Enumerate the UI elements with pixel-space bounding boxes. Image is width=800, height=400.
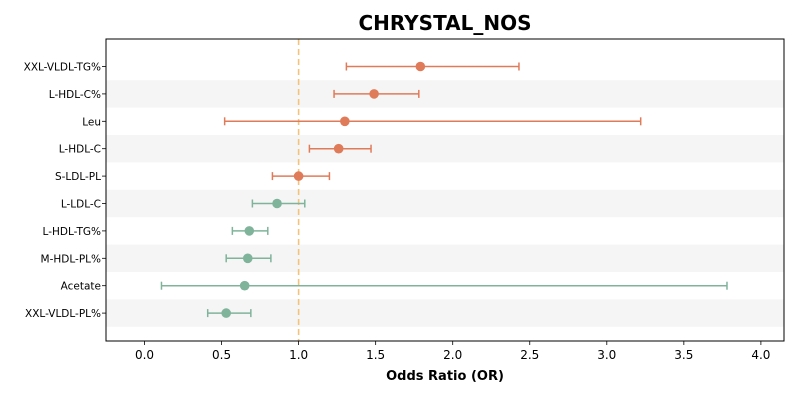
or-point <box>239 280 250 291</box>
row-l-hdl-c- <box>333 89 420 99</box>
y-tick-label: L-HDL-TG% <box>43 226 101 238</box>
y-tick-label: Leu <box>82 116 101 128</box>
x-tick-label: 3.0 <box>597 348 616 362</box>
y-tick-label: L-HDL-C% <box>49 89 101 101</box>
y-tick-label: XXL-VLDL-TG% <box>24 62 101 74</box>
row-bands <box>106 80 784 327</box>
y-tick-label: L-LDL-C <box>61 199 101 211</box>
row-xxl-vldl-pl- <box>206 308 252 318</box>
or-point <box>272 198 282 209</box>
x-tick-label: 0.0 <box>135 348 154 362</box>
y-tick-label: L-HDL-C <box>59 144 101 156</box>
row-m-hdl-pl- <box>225 253 272 264</box>
or-point <box>221 308 231 318</box>
row-acetate <box>160 280 728 291</box>
row-l-hdl-tg- <box>231 226 269 236</box>
row-s-ldl-pl <box>271 171 331 181</box>
row-band <box>106 135 784 163</box>
y-tick-label: XXL-VLDL-PL% <box>25 308 101 320</box>
x-axis-label: Odds Ratio (OR) <box>386 369 504 384</box>
y-tick-label: S-LDL-PL <box>55 171 101 183</box>
axes: XXL-VLDL-TG% L-HDL-C% Leu L-HDL-C S-LDL-PL L-… <box>24 38 785 362</box>
x-tick-label: 2.5 <box>520 348 539 362</box>
or-point <box>369 89 379 99</box>
row-xxl-vldl-tg- <box>345 61 520 72</box>
plot-frame <box>105 38 785 342</box>
row-l-ldl-c <box>251 198 306 209</box>
row-band <box>106 189 784 218</box>
row-band <box>106 244 784 272</box>
or-point <box>333 143 344 154</box>
data-marks <box>160 61 728 318</box>
y-tick-label: Acetate <box>61 281 101 293</box>
or-point <box>415 61 426 72</box>
x-tick-label: 1.0 <box>289 348 308 362</box>
or-point <box>244 226 255 236</box>
x-tick-label: 2.0 <box>443 348 462 362</box>
row-leu <box>223 116 642 127</box>
x-tick-label: 0.5 <box>212 348 231 362</box>
x-tick-label: 1.5 <box>366 348 385 362</box>
y-tick-label: M-HDL-PL% <box>41 253 101 265</box>
row-band <box>106 80 784 108</box>
or-point <box>242 253 253 264</box>
or-point <box>293 171 304 181</box>
row-l-hdl-c <box>308 143 372 154</box>
x-tick-label: 4.0 <box>751 348 770 362</box>
or-point <box>340 116 350 127</box>
x-tick-label: 3.5 <box>674 348 693 362</box>
chart-title: CHRYSTAL_NOS <box>358 11 531 35</box>
